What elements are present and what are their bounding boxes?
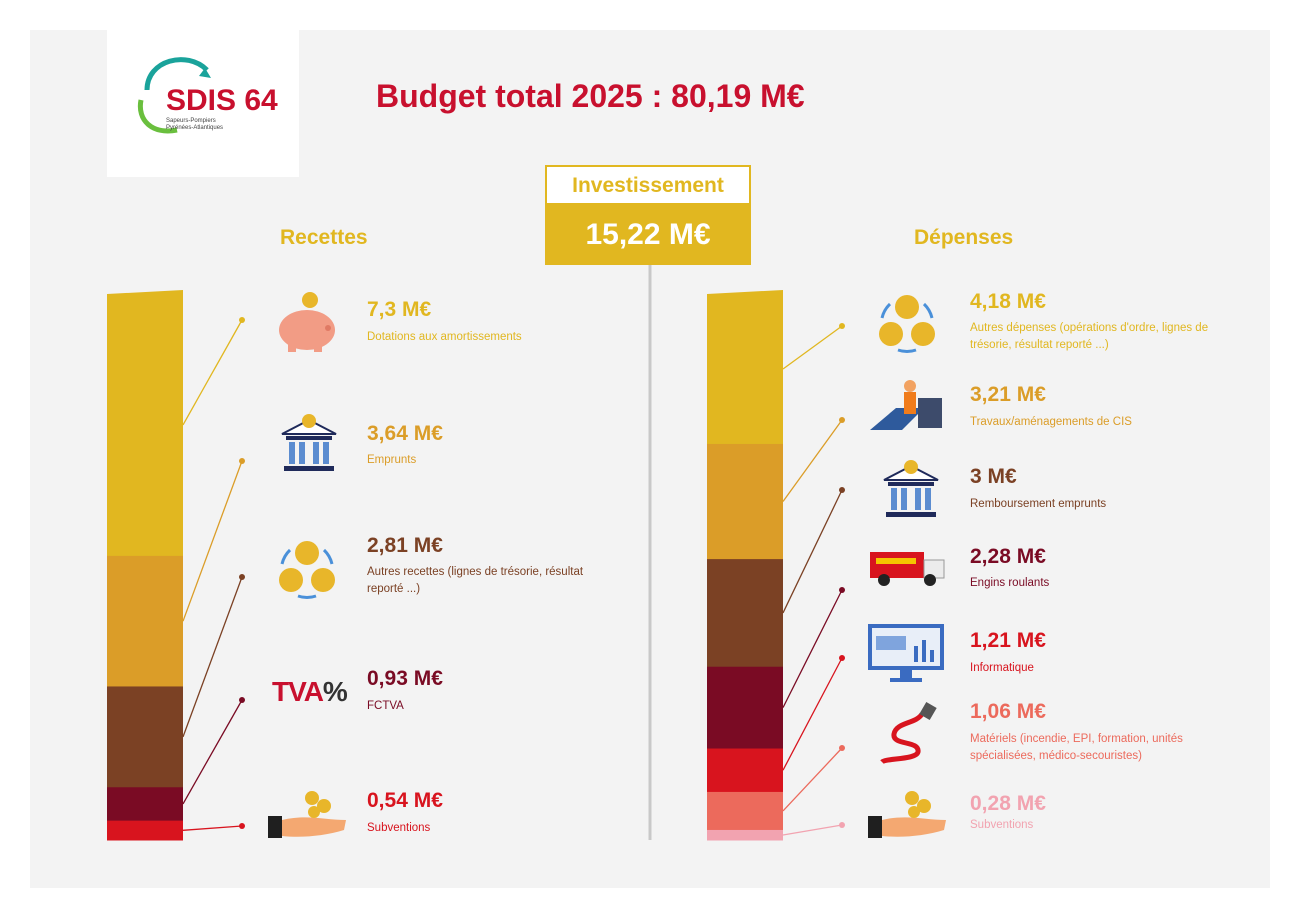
- leader-line: [182, 576, 243, 738]
- leader-dot: [239, 823, 245, 829]
- leader-line: [182, 825, 243, 831]
- hand-coins-icon: [868, 791, 946, 838]
- coins-cycle-icon: [279, 541, 335, 599]
- leader-dot: [839, 417, 845, 423]
- bar-segment: [707, 559, 783, 668]
- leader-line: [182, 460, 243, 622]
- value-label: 3 M€: [970, 465, 1017, 488]
- bar-segment: [707, 829, 783, 841]
- leader-dot: [839, 323, 845, 329]
- hand-coins-icon: [268, 791, 346, 838]
- leader-dot: [839, 487, 845, 493]
- logo: [107, 30, 299, 177]
- leader-dot: [239, 317, 245, 323]
- bar-segment: [707, 748, 783, 793]
- category-label: Travaux/aménagements de CIS: [970, 416, 1132, 428]
- leader-line: [182, 699, 243, 805]
- bar-segment: [107, 686, 183, 788]
- leader-line: [782, 325, 843, 370]
- leader-line: [182, 319, 243, 426]
- fire-hose-icon: [880, 701, 937, 765]
- leader-line: [782, 657, 843, 771]
- category-label: Subventions: [367, 822, 431, 834]
- computer-monitor-icon: [868, 624, 944, 682]
- category-label: Emprunts: [367, 454, 417, 466]
- bar-top-cap: [707, 290, 783, 294]
- construction-worker-icon: [870, 380, 942, 430]
- leader-dot: [239, 574, 245, 580]
- leader-dot: [239, 697, 245, 703]
- leader-line: [782, 489, 843, 614]
- leader-dot: [839, 587, 845, 593]
- bank-icon: [883, 460, 939, 517]
- category-label: Engins roulants: [970, 577, 1050, 589]
- value-label: 1,21 M€: [970, 629, 1046, 652]
- leader-dot: [839, 822, 845, 828]
- value-label: 2,28 M€: [970, 545, 1046, 568]
- leader-line: [782, 589, 843, 708]
- bar-segment: [107, 787, 183, 822]
- logo-swoosh-icon: [137, 57, 211, 134]
- piggy-bank-icon: [279, 292, 335, 352]
- value-label: 0,54 M€: [367, 789, 443, 812]
- category-label: Matériels (incendie, EPI, formation, uni…: [970, 733, 1183, 762]
- category-label: Dotations aux amortissements: [367, 331, 522, 343]
- category-label: Autres recettes (lignes de trésorie, rés…: [367, 566, 584, 595]
- coins-cycle-icon: [879, 295, 935, 353]
- value-label: 1,06 M€: [970, 700, 1046, 723]
- value-label: 3,21 M€: [970, 383, 1046, 406]
- bar-segment: [707, 443, 783, 560]
- depenses-title: Dépenses: [914, 226, 1014, 249]
- bar-top-cap: [107, 290, 183, 294]
- section-label: Investissement: [545, 165, 751, 205]
- value-label: 3,64 M€: [367, 422, 443, 445]
- page-title: Budget total 2025 : 80,19 M€: [376, 78, 805, 114]
- category-label: FCTVA: [367, 700, 404, 712]
- leader-dot: [239, 458, 245, 464]
- section-value: 15,22 M€: [545, 205, 751, 265]
- value-label: 7,3 M€: [367, 298, 432, 321]
- leader-dot: [839, 655, 845, 661]
- bar-segment: [707, 791, 783, 831]
- category-label: Subventions: [970, 819, 1034, 831]
- bar-segment: [707, 294, 783, 445]
- bar-segment: [707, 666, 783, 750]
- bank-icon: [281, 414, 337, 471]
- logo-text: SDIS 64: [166, 84, 278, 117]
- logo-tagline: Sapeurs-Pompiers Pyrénées-Atlantiques: [166, 118, 224, 131]
- value-label: 2,81 M€: [367, 534, 443, 557]
- bar-segment: [107, 294, 183, 557]
- leader-line: [782, 747, 843, 812]
- bar-segment: [107, 820, 183, 841]
- fire-truck-icon: [870, 552, 945, 586]
- leader-line: [782, 419, 843, 502]
- category-label: Remboursement emprunts: [970, 498, 1107, 510]
- value-label: 0,93 M€: [367, 667, 443, 690]
- value-label: 0,28 M€: [970, 792, 1046, 815]
- leader-line: [782, 824, 843, 836]
- value-label: 4,18 M€: [970, 290, 1046, 313]
- category-label: Informatique: [970, 662, 1034, 674]
- tva-icon: TVA%: [272, 676, 348, 707]
- category-label: Autres dépenses (opérations d'ordre, lig…: [970, 322, 1209, 351]
- bar-segment: [107, 555, 183, 687]
- recettes-title: Recettes: [280, 226, 368, 249]
- leader-dot: [839, 745, 845, 751]
